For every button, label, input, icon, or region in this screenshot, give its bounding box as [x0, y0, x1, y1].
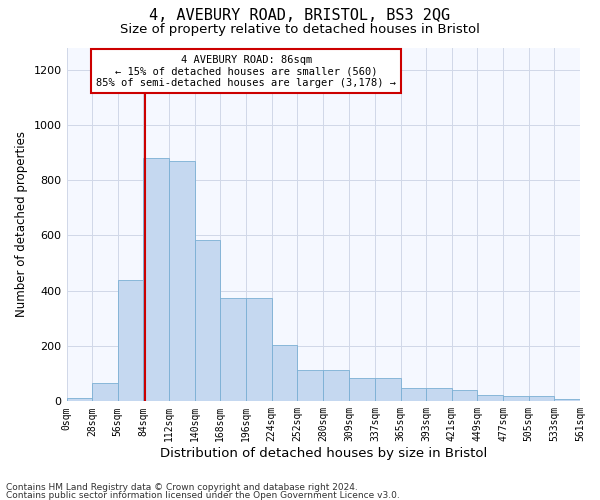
Bar: [92, 384, 118, 402]
Bar: [246, 298, 272, 402]
Bar: [426, 388, 452, 402]
Bar: [169, 161, 194, 402]
Bar: [272, 344, 297, 402]
Bar: [297, 370, 323, 402]
Bar: [529, 396, 554, 402]
Bar: [67, 398, 92, 402]
Bar: [375, 378, 401, 402]
Bar: [478, 396, 503, 402]
Text: 4 AVEBURY ROAD: 86sqm
← 15% of detached houses are smaller (560)
85% of semi-det: 4 AVEBURY ROAD: 86sqm ← 15% of detached …: [96, 54, 396, 88]
Bar: [143, 158, 169, 402]
Text: Contains public sector information licensed under the Open Government Licence v3: Contains public sector information licen…: [6, 490, 400, 500]
Bar: [194, 240, 220, 402]
Bar: [554, 398, 580, 402]
Text: Size of property relative to detached houses in Bristol: Size of property relative to detached ho…: [120, 22, 480, 36]
Bar: [118, 280, 143, 402]
Bar: [323, 370, 349, 402]
Bar: [503, 396, 529, 402]
Bar: [220, 298, 246, 402]
Bar: [401, 388, 426, 402]
Text: 4, AVEBURY ROAD, BRISTOL, BS3 2QG: 4, AVEBURY ROAD, BRISTOL, BS3 2QG: [149, 8, 451, 22]
Bar: [452, 390, 478, 402]
Y-axis label: Number of detached properties: Number of detached properties: [15, 132, 28, 318]
Bar: [349, 378, 375, 402]
X-axis label: Distribution of detached houses by size in Bristol: Distribution of detached houses by size …: [160, 447, 487, 460]
Text: Contains HM Land Registry data © Crown copyright and database right 2024.: Contains HM Land Registry data © Crown c…: [6, 484, 358, 492]
